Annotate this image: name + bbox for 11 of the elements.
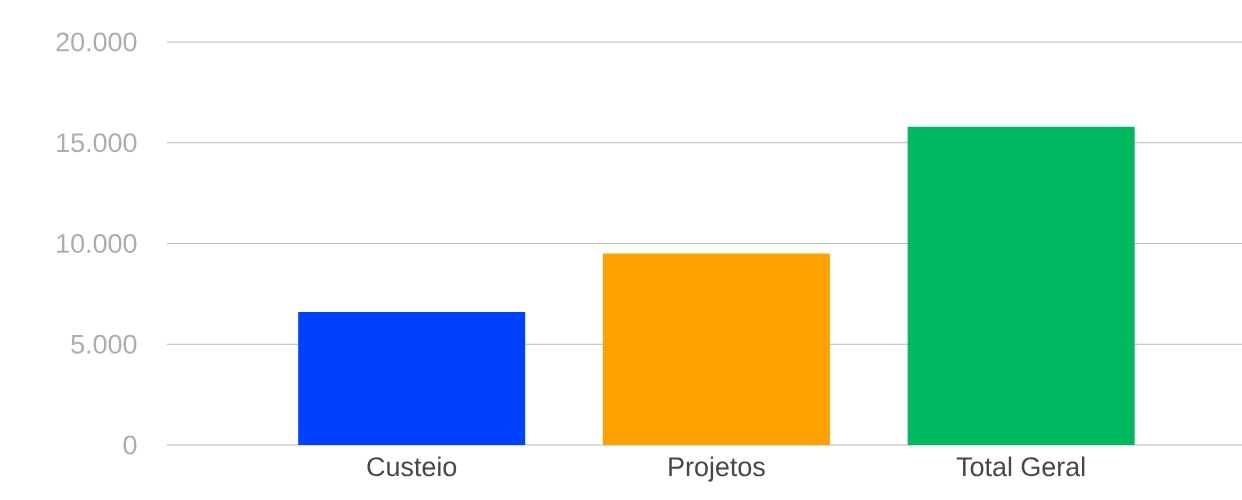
y-tick-label: 0 bbox=[123, 435, 137, 455]
bar bbox=[602, 253, 830, 445]
bar bbox=[907, 126, 1135, 445]
y-tick-label: 20.000 bbox=[56, 32, 137, 52]
x-tick-label: Total Geral bbox=[956, 456, 1085, 477]
y-tick-label: 10.000 bbox=[57, 233, 137, 254]
bar bbox=[298, 312, 526, 445]
y-tick-label: 15.000 bbox=[57, 133, 137, 153]
x-tick-label: Projetos bbox=[669, 456, 765, 482]
y-tick-label: 5.000 bbox=[71, 334, 137, 354]
x-tick-label: Custeio bbox=[367, 456, 457, 477]
